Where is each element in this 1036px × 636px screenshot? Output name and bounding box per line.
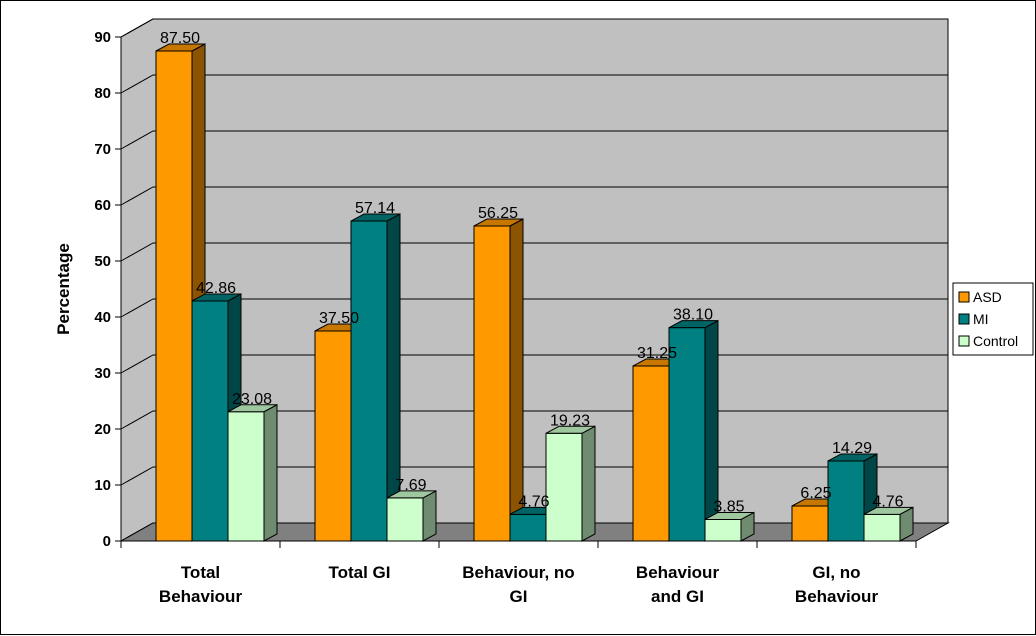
bar-front [350,220,388,542]
bar-top [827,453,878,462]
bar-front [473,225,511,542]
data-label: 23.08 [232,391,272,408]
gridline [120,298,948,318]
gridline [120,130,948,150]
bar-front [191,300,229,542]
y-axis-label: Percentage [54,243,73,335]
bar-control-3 [704,511,755,542]
bar-front [509,513,547,542]
y-tick-label: 30 [94,365,111,382]
bar-top [863,506,914,515]
y-tick-label: 0 [103,533,111,550]
data-label: 56.25 [478,205,518,222]
y-tick-label: 70 [94,141,111,158]
y-tick-label: 40 [94,309,111,326]
gridline [120,18,948,38]
bar-front [155,50,193,542]
legend-label: Control [973,333,1018,349]
x-tick-label: Behaviour, no GI [462,563,574,606]
bars-layer [155,43,914,542]
data-label: 6.25 [800,485,831,502]
bar-control-0 [227,403,278,542]
bar-front [632,365,670,542]
data-label: 38.10 [673,307,713,324]
bar-front [314,330,352,542]
legend-label: ASD [973,289,1002,305]
bar-side [263,403,278,542]
legend-swatch [958,291,970,303]
bar-front [386,497,424,542]
bar-front [545,432,583,542]
bar-front [863,513,901,542]
bar-top [155,43,206,52]
bar-top [668,320,719,329]
bar-top [545,425,596,434]
legend-swatch [958,335,970,347]
y-tick-label: 80 [94,85,111,102]
bar-front [227,411,265,542]
bar-top [704,511,755,520]
x-tick-label: GI, no Behaviour [795,563,879,606]
data-label: 42.86 [196,280,236,297]
y-tick-label: 20 [94,421,111,438]
data-label: 7.69 [395,477,426,494]
x-tick-label: Total GI [328,563,390,582]
data-label: 14.29 [832,440,872,457]
bar-side [581,425,596,542]
data-label: 4.76 [518,493,549,510]
bar-front [791,505,829,542]
y-tick-label: 50 [94,253,111,270]
gridline [120,74,948,94]
data-label: 37.50 [319,310,359,327]
bar-control-1 [386,490,437,542]
y-tick-label: 90 [94,29,111,46]
bar-top [191,293,242,302]
x-tick-label: Total Behaviour [159,563,243,606]
data-label: 31.25 [637,345,677,362]
bar-control-4 [863,506,914,542]
bar-mi-4 [827,453,878,542]
gridline [120,186,948,206]
bar-asd-2 [473,218,524,542]
axes-layer: 0 10 20 30 40 50 60 70 80 90 Total Behaviour Total G… [94,29,917,606]
gridlines [120,18,948,486]
data-label: 19.23 [550,412,590,429]
y-tick-label: 10 [94,477,111,494]
data-label: 57.14 [355,200,395,217]
bar-mi-1 [350,213,401,542]
bar-top [386,490,437,499]
y-tick-label: 60 [94,197,111,214]
bar-front [827,460,865,542]
bar-top [227,404,278,413]
legend: ASD MI Control [952,282,1034,356]
data-label: 4.76 [872,493,903,510]
legend-label: MI [973,311,989,327]
bar-side [422,490,437,542]
legend-swatch [958,313,970,325]
data-labels-layer: 87.50 42.86 23.08 37.50 57.14 7.69 56.25 4.76 19… [160,30,904,515]
bar-top [473,218,524,227]
bar-front [704,518,742,542]
bar-control-2 [545,425,596,542]
x-tick-label: Behaviour and GI [636,563,720,606]
data-label: 87.50 [160,30,200,47]
data-label: 3.85 [713,498,744,515]
gridline [120,242,948,262]
bar-top [350,213,401,222]
bar-mi-3 [668,319,719,542]
